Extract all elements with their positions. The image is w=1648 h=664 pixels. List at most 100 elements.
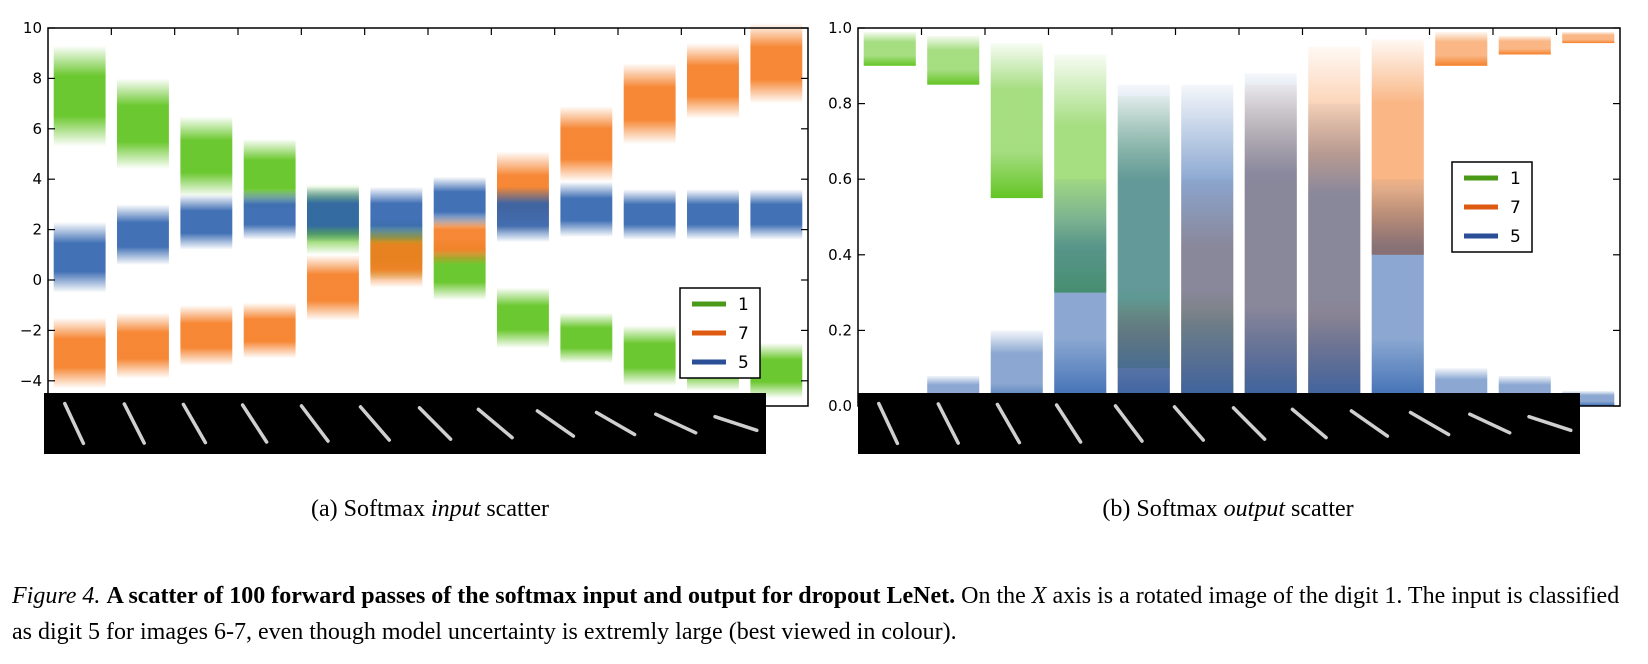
band-a-digit-7-col-2 [117, 312, 169, 379]
ytick-label-a: 0 [32, 271, 42, 289]
band-b-digit-1-col-3 [990, 43, 1043, 199]
digit-one-image-b-5 [1113, 404, 1144, 443]
band-a-digit-5-col-2 [117, 204, 169, 265]
legend-label-a-7: 7 [738, 324, 749, 344]
legend-label-a-1: 1 [738, 295, 749, 315]
band-a-digit-7-col-4 [243, 302, 296, 359]
digit-one-image-a-11 [654, 412, 698, 435]
digit-one-image-b-2 [936, 402, 960, 445]
digit-one-image-a-4 [240, 403, 269, 444]
band-b-digit-5-col-6 [1181, 84, 1234, 406]
band-a-digit-7-col-9 [560, 106, 613, 182]
band-a-digit-5-col-11 [687, 189, 739, 240]
band-a-digit-1-col-10 [623, 325, 676, 386]
band-b-digit-1-col-1 [863, 31, 916, 66]
band-a-digit-7-col-11 [687, 43, 739, 119]
band-a-digit-1-col-2 [117, 78, 169, 170]
scatter-bands-a [53, 23, 803, 399]
band-a-digit-5-col-4 [243, 189, 296, 240]
caption-text-2: axis is a rotated image of the digit 1. … [12, 583, 1620, 645]
digit-one-image-b-4 [1054, 403, 1083, 444]
band-a-digit-7-col-10 [623, 63, 676, 144]
band-a-digit-5-col-8 [497, 186, 549, 243]
band-a-digit-5-col-6 [370, 186, 423, 243]
ytick-label-b: 1.0 [828, 19, 852, 37]
digit-one-image-b-11 [1468, 412, 1512, 435]
digit-one-image-b-6 [1172, 405, 1206, 442]
band-a-digit-5-col-12 [750, 189, 803, 240]
rotated-digit-strip-b [858, 393, 1580, 454]
band-a-digit-7-col-5 [307, 254, 359, 321]
band-a-digit-1-col-1 [53, 45, 106, 147]
caption-text-1: On the [961, 583, 1032, 609]
y-axis-a: 10 8 6 4 2 0 −2 −4 [20, 19, 808, 390]
digit-one-image-a-2 [122, 402, 146, 445]
rotated-digit-strip-a [44, 393, 766, 454]
legend-label-b-1: 1 [1510, 169, 1521, 189]
band-a-digit-5-col-1 [53, 222, 106, 293]
ytick-label-a: 4 [32, 170, 42, 188]
digit-one-image-a-6 [358, 405, 392, 442]
caption-label: Figure 4. [12, 583, 101, 609]
band-a-digit-1-col-8 [497, 287, 549, 349]
subcaption-b-emph: output [1223, 496, 1286, 522]
digit-one-image-b-10 [1408, 410, 1451, 437]
ytick-label-b: 0.8 [828, 95, 852, 113]
digit-one-image-b-3 [995, 402, 1022, 445]
subcaption-b-prefix: (b) Softmax [1102, 496, 1224, 522]
band-b-digit-1-col-2 [927, 35, 980, 85]
band-b-digit-5-col-8 [1308, 103, 1361, 406]
digit-one-image-b-12 [1527, 414, 1573, 433]
ytick-label-a: 8 [32, 69, 42, 87]
ytick-label-a: 6 [32, 120, 42, 138]
digit-strip-bg-a [44, 393, 766, 454]
legend-b: 1 7 5 [1451, 161, 1533, 253]
band-a-digit-5-col-3 [180, 194, 233, 250]
band-b-digit-5-col-5 [1117, 84, 1170, 406]
band-a-digit-1-col-9 [560, 312, 613, 364]
digit-one-image-a-9 [535, 409, 576, 438]
y-axis-b: 1.0 0.8 0.6 0.4 0.2 0.0 [828, 19, 1620, 415]
band-b-digit-7-col-12 [1562, 31, 1615, 44]
subcaption-a: (a) Softmax input scatter [311, 496, 549, 523]
band-a-digit-7-col-1 [53, 317, 106, 389]
subcaption-b: (b) Softmax output scatter [1102, 496, 1353, 523]
digit-one-image-a-1 [63, 401, 86, 446]
legend-label-b-5: 5 [1510, 227, 1521, 247]
digit-strip-bg-b [858, 393, 1580, 454]
ytick-label-b: 0.6 [828, 170, 852, 188]
band-b-digit-7-col-10 [1435, 31, 1488, 66]
digit-one-image-b-8 [1290, 407, 1328, 440]
band-a-digit-7-col-12 [750, 23, 803, 104]
legend-label-b-7: 7 [1510, 198, 1521, 218]
band-a-digit-5-col-10 [623, 189, 676, 240]
band-b-digit-7-col-11 [1498, 35, 1551, 55]
digit-one-image-a-10 [594, 410, 637, 437]
digit-one-image-a-12 [713, 414, 759, 433]
legend-label-a-5: 5 [738, 353, 749, 373]
subcaption-a-emph: input [431, 496, 481, 522]
digit-one-image-a-5 [299, 404, 330, 443]
ytick-label-a: 10 [23, 19, 42, 37]
digit-one-image-b-7 [1231, 406, 1267, 441]
ytick-label-b: 0.4 [828, 246, 852, 264]
band-a-digit-1-col-3 [180, 116, 233, 197]
digit-one-image-a-8 [476, 407, 514, 440]
band-a-digit-5-col-9 [560, 181, 613, 238]
caption-variable: X [1031, 583, 1047, 609]
ytick-label-a: −2 [20, 321, 42, 339]
ytick-label-a: 2 [32, 221, 42, 239]
band-b-digit-5-col-7 [1244, 73, 1297, 407]
caption-title: A scatter of 100 forward passes of the s… [106, 583, 956, 609]
digit-one-image-b-1 [877, 401, 900, 446]
digit-one-image-a-3 [181, 402, 208, 445]
ytick-label-b: 0.0 [828, 397, 852, 415]
ytick-label-b: 0.2 [828, 321, 852, 339]
subcaption-a-suffix: scatter [480, 496, 549, 522]
ytick-label-a: −4 [20, 372, 42, 390]
figure-caption: Figure 4. A scatter of 100 forward passe… [12, 578, 1632, 650]
band-b-digit-5-col-9 [1371, 179, 1424, 406]
subcaption-b-suffix: scatter [1285, 496, 1354, 522]
subcaption-a-prefix: (a) Softmax [311, 496, 431, 522]
